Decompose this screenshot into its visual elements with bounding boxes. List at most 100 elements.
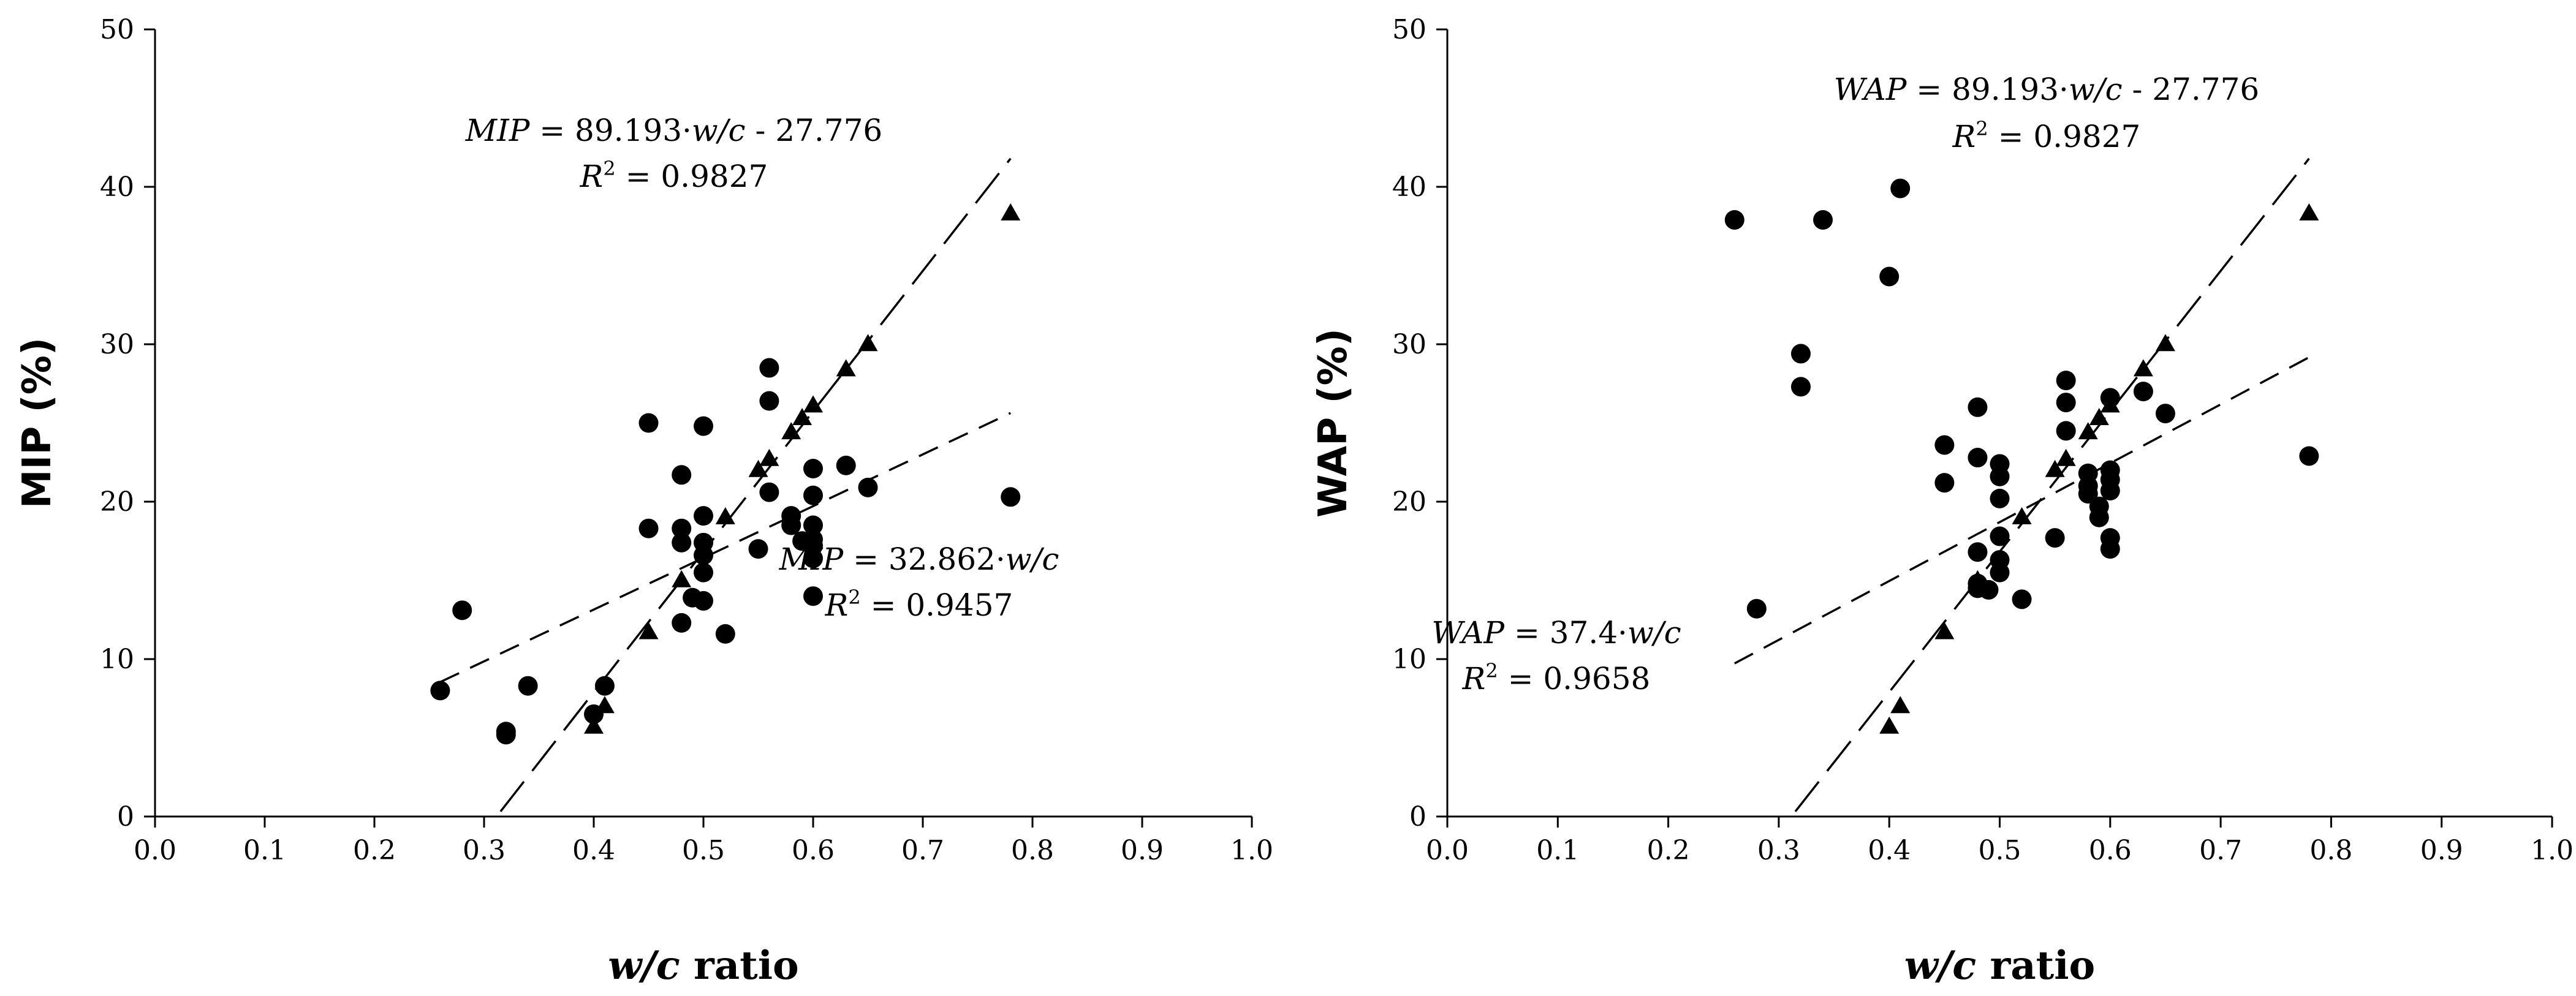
data-point-circle [836, 455, 856, 475]
data-point-triangle [2100, 395, 2120, 413]
data-point-circle [1934, 435, 1955, 455]
data-point-circle [2089, 507, 2109, 527]
wap-chart-panel: 0.0 0.1 0.2 0.3 0.4 0.5 0.6 0.7 0.8 0.9 1.0 0 10 20 30… [1311, 14, 2574, 989]
data-point-circle [715, 624, 735, 644]
data-point-triangle [803, 395, 823, 413]
data-point-circle [1990, 466, 2010, 486]
regression-line-triangles [499, 157, 1012, 812]
regression-equation: MIP = 89.193·w/c - 27.776 [465, 113, 882, 148]
data-point-circle [672, 613, 692, 633]
x-tick-label: 0.2 [1647, 835, 1690, 866]
data-point-circle [430, 681, 450, 701]
x-tick-label: 0.4 [572, 835, 615, 866]
y-tick-label: 10 [1392, 644, 1426, 675]
data-point-circle [2078, 484, 2098, 504]
data-point-triangle [781, 422, 801, 440]
x-tick-label: 1.0 [1230, 835, 1273, 866]
x-tick-label: 0.6 [792, 835, 835, 866]
data-point-circle [759, 391, 779, 411]
data-point-circle [2100, 481, 2120, 501]
data-point-circle [1790, 377, 1811, 397]
data-point-circle [748, 539, 768, 559]
data-point-circle [1790, 344, 1811, 364]
data-point-circle [694, 416, 713, 436]
data-point-circle [1934, 473, 1955, 493]
data-point-circle [1990, 526, 2010, 546]
y-axis-label: MIP (%) [15, 338, 60, 508]
x-tick-label: 0.9 [1121, 835, 1164, 866]
y-tick-label: 40 [1392, 172, 1426, 203]
data-point-circle [803, 515, 823, 535]
y-tick-label: 10 [100, 644, 134, 675]
x-tick-label: 0.3 [463, 835, 506, 866]
regression-line-circles [439, 412, 1011, 683]
x-tick-label: 0.8 [2309, 835, 2352, 866]
x-tick-label: 0.7 [901, 835, 944, 866]
mip-chart-panel: 0.0 0.1 0.2 0.3 0.4 0.5 0.6 0.7 0.8 0.9 1.0 0 10 20 30… [15, 14, 1273, 989]
data-point-circle [2056, 393, 2076, 413]
data-point-circle [2155, 404, 2175, 424]
data-point-circle [694, 506, 713, 526]
y-tick-label: 30 [100, 329, 134, 360]
x-tick-label: 1.0 [2531, 835, 2574, 866]
y-tick-label: 20 [1392, 486, 1426, 518]
data-point-circle [1813, 209, 1833, 230]
data-point-triangle [2299, 203, 2319, 221]
data-point-triangle [759, 448, 779, 466]
data-point-circle [803, 485, 823, 505]
data-point-triangle [594, 696, 615, 714]
x-tick-label: 0.8 [1011, 835, 1054, 866]
data-point-triangle [792, 407, 813, 425]
x-tick-label: 0.9 [2420, 835, 2463, 866]
data-point-circle [1724, 209, 1744, 230]
data-point-triangle [2155, 334, 2175, 352]
data-point-circle [1990, 562, 2010, 583]
data-point-circle [1990, 488, 2010, 508]
data-point-triangle [2089, 407, 2109, 425]
data-point-circle [2299, 446, 2319, 466]
r-squared-value: R2 = 0.9827 [580, 157, 768, 194]
data-point-circle [759, 482, 779, 502]
data-point-circle [803, 459, 823, 479]
regression-equation: MIP = 32.862·w/c [779, 541, 1059, 577]
data-point-circle [1968, 448, 1988, 468]
x-tick-label: 0.5 [682, 835, 725, 866]
data-point-circle [694, 590, 713, 611]
data-point-circle [2056, 421, 2076, 441]
data-point-triangle [2133, 359, 2153, 377]
y-tick-label: 40 [100, 172, 134, 203]
regression-equation: WAP = 89.193·w/c - 27.776 [1834, 72, 2259, 107]
data-point-triangle [2012, 507, 2032, 524]
data-point-circle [672, 465, 692, 485]
regression-line-triangles [1794, 157, 2310, 812]
x-tick-label: 0.7 [2199, 835, 2242, 866]
regression-line-circles [1733, 356, 2310, 665]
x-tick-label: 0.0 [1426, 835, 1469, 866]
data-point-circle [759, 358, 779, 378]
data-point-triangle [638, 622, 659, 639]
r-squared-value: R2 = 0.9827 [1952, 117, 2141, 154]
data-point-triangle [715, 507, 735, 524]
data-point-circle [638, 518, 659, 538]
data-point-circle [1001, 487, 1021, 507]
data-point-triangle [1001, 203, 1021, 221]
data-point-circle [2133, 382, 2153, 402]
data-point-circle [781, 515, 801, 535]
data-point-circle [694, 545, 713, 565]
data-point-triangle [836, 359, 856, 377]
y-tick-label: 50 [1392, 14, 1426, 45]
x-tick-label: 0.2 [353, 835, 396, 866]
r-squared-value: R2 = 0.9457 [825, 586, 1013, 623]
data-point-circle [2056, 371, 2076, 391]
data-point-triangle [2078, 422, 2098, 440]
x-tick-label: 0.1 [243, 835, 286, 866]
y-tick-label: 50 [100, 14, 134, 45]
y-tick-label: 0 [117, 801, 134, 832]
data-point-circle [2045, 528, 2065, 548]
data-point-circle [2100, 539, 2120, 559]
y-tick-label: 30 [1392, 329, 1426, 360]
regression-equation: WAP = 37.4·w/c [1431, 615, 1681, 651]
data-point-triangle [672, 570, 692, 587]
data-point-triangle [1890, 696, 1911, 714]
